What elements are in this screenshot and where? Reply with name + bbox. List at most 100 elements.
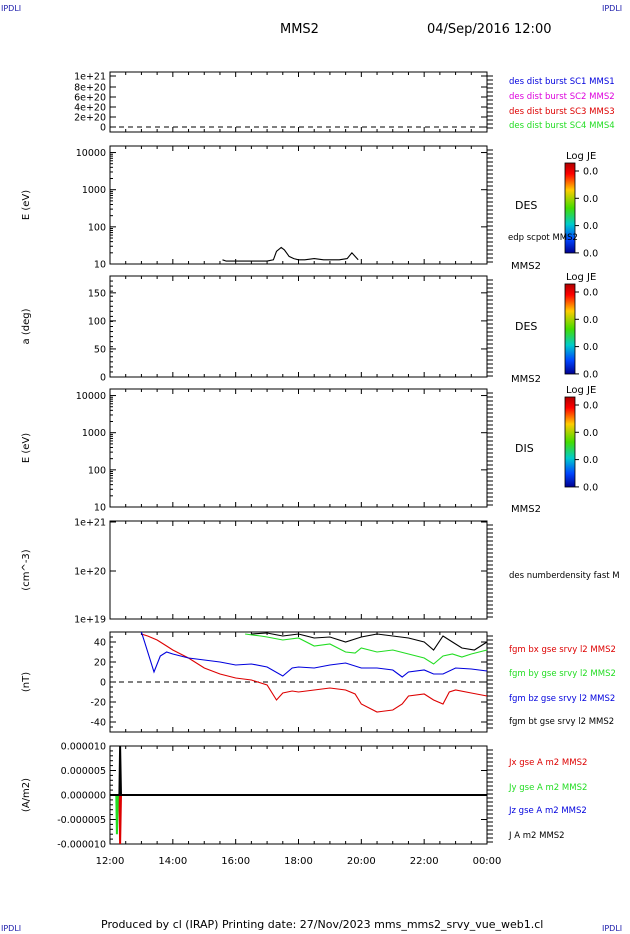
panel-right-label: DES [515, 199, 537, 212]
colorbar-tick-label: 0.0 [583, 248, 598, 259]
colorbar-tick-label: 0.0 [583, 428, 598, 439]
colorbar [564, 162, 576, 254]
y-tick-label: 20 [94, 658, 106, 669]
y-tick-label: 0 [100, 373, 106, 384]
y-axis-label: a (deg) [21, 308, 32, 344]
legend-entry: des dist burst SC3 MMS3 [509, 107, 615, 117]
colorbar-tick-label: 0.0 [583, 482, 598, 493]
x-tick-label: 00:00 [473, 856, 502, 867]
panel-right-sublabel: MMS2 [511, 374, 541, 385]
y-axis-label: (cm^-3) [21, 549, 32, 590]
y-tick-label: 1e+20 [74, 567, 106, 578]
legend-entry: des dist burst SC2 MMS2 [509, 92, 615, 102]
colorbar-title: Log JE [566, 272, 596, 283]
legend-entry: des dist burst SC1 MMS1 [509, 77, 615, 87]
y-axis-label: E (eV) [21, 190, 32, 220]
y-tick-label: 40 [94, 638, 106, 649]
series-line [110, 794, 487, 835]
colorbar-title: Log JE [566, 151, 596, 162]
legend-entry: fgm by gse srvy l2 MMS2 [509, 669, 616, 679]
colorbar-tick-label: 0.0 [583, 221, 598, 232]
legend-entry: des dist burst SC4 MMS4 [509, 121, 615, 131]
panel-frame [109, 145, 488, 265]
y-tick-label: 1000 [82, 185, 106, 196]
y-tick-label: 0 [100, 678, 106, 689]
legend-entry: Jx gse A m2 MMS2 [508, 758, 587, 768]
x-tick-label: 22:00 [410, 856, 439, 867]
series-line [110, 745, 487, 796]
y-tick-label: 0.000005 [61, 766, 106, 777]
y-tick-label: 10000 [76, 391, 106, 402]
y-tick-label: 0 [100, 123, 106, 134]
legend-entry: fgm bx gse srvy l2 MMS2 [509, 645, 616, 655]
panel-right-sublabel: MMS2 [511, 504, 541, 515]
legend-entry: des numberdensity fast M [509, 571, 620, 581]
colorbar [564, 283, 576, 375]
legend-entry: edp scpot MMS2 [508, 233, 578, 243]
y-tick-label: 100 [88, 222, 106, 233]
colorbar-tick-label: 0.0 [583, 369, 598, 380]
y-tick-label: 10000 [76, 148, 106, 159]
colorbar-tick-label: 0.0 [583, 288, 598, 299]
colorbar-tick-label: 0.0 [583, 167, 598, 178]
y-tick-label: 1e+21 [74, 518, 106, 529]
colorbar-tick-label: 0.0 [583, 455, 598, 466]
y-tick-label: 4e+20 [74, 103, 106, 114]
panel-right-label: DES [515, 320, 537, 333]
y-tick-label: 1e+19 [74, 615, 106, 626]
x-tick-label: 12:00 [96, 856, 125, 867]
spacecraft-title: MMS2 [280, 22, 319, 37]
y-tick-label: -20 [90, 698, 106, 709]
y-tick-label: 1000 [82, 428, 106, 439]
y-tick-label: 1e+21 [74, 72, 106, 83]
y-axis-label: (A/m2) [21, 778, 32, 812]
y-tick-label: 100 [88, 465, 106, 476]
y-tick-label: -0.000010 [57, 840, 106, 851]
footer-text: Produced by cl (IRAP) Printing date: 27/… [101, 918, 544, 931]
panel-frame [109, 520, 488, 620]
y-tick-label: 10 [94, 260, 106, 271]
legend-entry: fgm bz gse srvy l2 MMS2 [509, 694, 615, 704]
corner-label-top-left: IPDLI [1, 4, 22, 13]
panel-frame [109, 71, 488, 133]
legend-entry: fgm bt gse srvy l2 MMS2 [509, 717, 614, 727]
series-line [222, 246, 359, 262]
y-tick-label: 6e+20 [74, 93, 106, 104]
colorbar-tick-label: 0.0 [583, 194, 598, 205]
y-tick-label: 0.000000 [61, 791, 106, 802]
y-tick-label: 150 [88, 288, 106, 299]
panel-frame [109, 388, 488, 508]
panel-right-label: DIS [515, 442, 534, 455]
corner-label-bottom-left: IPDLI [1, 924, 22, 933]
x-tick-label: 16:00 [221, 856, 250, 867]
x-tick-label: 20:00 [347, 856, 376, 867]
y-tick-label: 2e+20 [74, 113, 106, 124]
x-tick-label: 18:00 [284, 856, 313, 867]
date-title: 04/Sep/2016 12:00 [427, 22, 552, 37]
series-line [140, 631, 488, 678]
panel-right-sublabel: MMS2 [511, 261, 541, 272]
colorbar-tick-label: 0.0 [583, 342, 598, 353]
y-tick-label: 100 [88, 316, 106, 327]
legend-entry: Jz gse A m2 MMS2 [508, 806, 587, 816]
y-tick-label: 8e+20 [74, 83, 106, 94]
colorbar [564, 396, 576, 488]
x-tick-label: 14:00 [158, 856, 187, 867]
legend-entry: Jy gse A m2 MMS2 [508, 783, 587, 793]
corner-label-bottom-right: IPDLI [602, 924, 623, 933]
y-tick-label: 10 [94, 503, 106, 514]
colorbar-tick-label: 0.0 [583, 315, 598, 326]
series-line [251, 632, 488, 651]
y-tick-label: 0.000010 [61, 742, 106, 753]
series-line [245, 633, 488, 665]
panel-frame [109, 275, 488, 378]
corner-label-top-right: IPDLI [602, 4, 623, 13]
y-tick-label: -0.000005 [57, 815, 106, 826]
y-tick-label: 50 [94, 344, 106, 355]
y-tick-label: -40 [90, 718, 106, 729]
legend-entry: J A m2 MMS2 [508, 831, 565, 841]
y-axis-label: E (eV) [21, 433, 32, 463]
colorbar-title: Log JE [566, 385, 596, 396]
y-axis-label: (nT) [21, 672, 32, 692]
